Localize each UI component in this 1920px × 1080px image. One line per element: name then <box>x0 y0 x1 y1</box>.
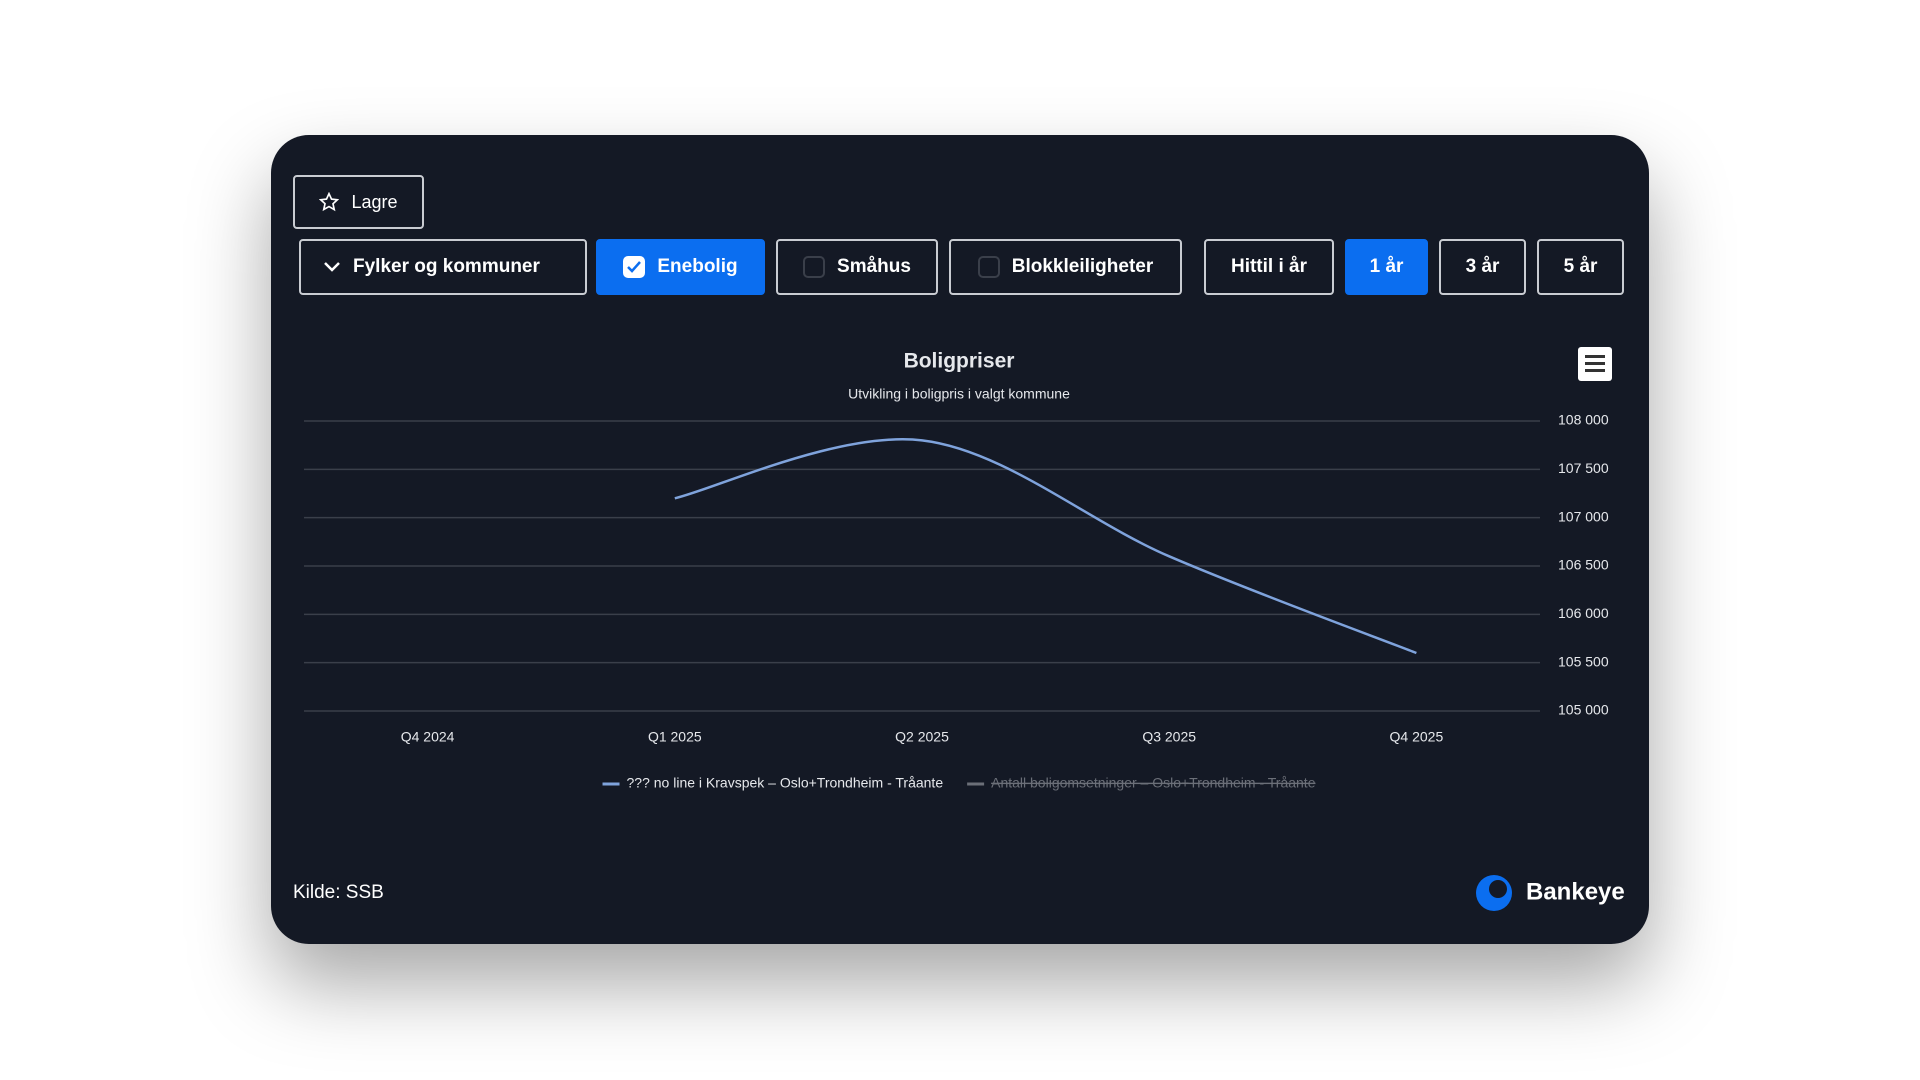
period-button[interactable]: 3 år <box>1439 239 1526 295</box>
type-label: Enebolig <box>657 256 738 277</box>
type-label: Blokkleiligheter <box>1011 256 1154 277</box>
checkbox <box>623 256 646 278</box>
period-label: 1 år <box>1369 256 1404 277</box>
menu-button[interactable] <box>1578 347 1612 381</box>
checkbox <box>977 256 1000 278</box>
y-tick-label: 108 000 <box>1558 412 1609 428</box>
chart-subtitle: Utvikling i boligpris i valgt kommune <box>848 386 1070 402</box>
y-tick-label: 106 000 <box>1558 605 1609 621</box>
y-tick-label: 106 500 <box>1558 557 1609 573</box>
period-label: 3 år <box>1465 256 1500 277</box>
dropdown-label: Fylker og kommuner <box>353 256 540 277</box>
y-tick-label: 105 000 <box>1558 702 1609 718</box>
source: Kilde: SSB <box>293 882 384 903</box>
brand-logo <box>1476 875 1512 911</box>
period-button[interactable]: 5 år <box>1537 239 1624 295</box>
period-button[interactable]: 1 år <box>1345 239 1428 295</box>
series-line <box>674 438 1417 655</box>
region-dropdown[interactable]: Fylker og kommuner <box>299 239 587 295</box>
x-tick-label: Q2 2025 <box>895 729 949 745</box>
chart: Boligpriser Utvikling i boligpris i valg… <box>293 347 1625 911</box>
type-toggle[interactable]: Enebolig <box>596 239 765 295</box>
y-tick-label: 107 500 <box>1558 460 1609 476</box>
legend-label: Antall boligomsetninger – Oslo+Trondheim… <box>991 775 1316 791</box>
brand-name: Bankeye <box>1526 878 1625 905</box>
y-tick-label: 107 000 <box>1558 508 1609 524</box>
card: Lagre Fylker og kommuner Boligpriser Utv… <box>271 135 1649 944</box>
x-tick-label: Q3 2025 <box>1142 729 1196 745</box>
period-button[interactable]: Hittil i år <box>1204 239 1334 295</box>
period-label: Hittil i år <box>1230 256 1307 277</box>
x-tick-label: Q4 2025 <box>1390 729 1444 745</box>
type-toggle[interactable]: Småhus <box>776 239 938 295</box>
save-button[interactable]: Lagre <box>293 175 424 229</box>
checkbox <box>803 256 826 278</box>
star-icon <box>319 192 340 212</box>
chevron <box>324 262 340 272</box>
save-label: Lagre <box>351 191 398 212</box>
x-tick-label: Q4 2024 <box>401 729 455 745</box>
type-label: Småhus <box>837 256 911 277</box>
x-tick-label: Q1 2025 <box>648 729 702 745</box>
chart-title: Boligpriser <box>904 350 1015 373</box>
type-toggle[interactable]: Blokkleiligheter <box>949 239 1182 295</box>
legend-label: ??? no line i Kravspek – Oslo+Trondheim … <box>627 775 944 791</box>
period-label: 5 år <box>1563 256 1598 277</box>
y-tick-label: 105 500 <box>1558 653 1609 669</box>
